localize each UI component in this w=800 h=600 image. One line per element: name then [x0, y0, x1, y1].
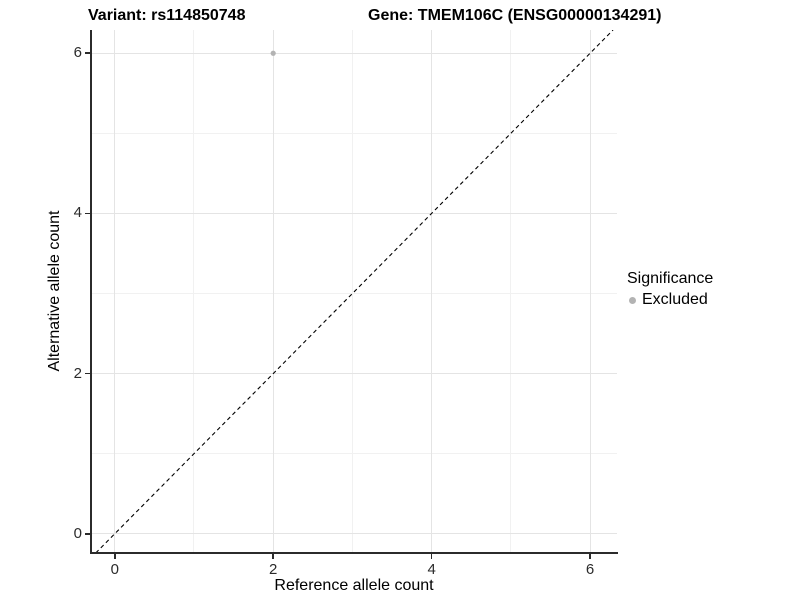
- x-tick-label: 4: [427, 561, 436, 578]
- y-tick-label: 4: [73, 204, 82, 222]
- y-tick-mark: [85, 532, 90, 535]
- y-tick-mark: [85, 372, 90, 375]
- y-tick-mark: [85, 52, 90, 55]
- x-minor-gridline: [510, 30, 512, 553]
- y-axis-title: Alternative allele count: [46, 210, 63, 372]
- y-tick-label: 2: [73, 364, 82, 382]
- legend: Significance Excluded: [627, 270, 713, 309]
- y-minor-gridline: [91, 293, 617, 294]
- legend-item-label: Excluded: [642, 291, 708, 308]
- x-tick-mark: [589, 554, 591, 559]
- x-minor-gridline: [193, 30, 195, 553]
- x-major-gridline: [114, 30, 116, 553]
- x-tick-label: 0: [110, 561, 119, 578]
- y-major-gridline: [91, 212, 617, 214]
- y-axis-line: [90, 30, 92, 554]
- variant-title: Variant: rs114850748: [88, 7, 246, 24]
- x-tick-mark: [113, 554, 116, 559]
- y-minor-gridline: [91, 453, 617, 455]
- x-major-gridline: [431, 30, 433, 553]
- y-major-gridline: [91, 533, 617, 535]
- legend-title: Significance: [627, 270, 714, 287]
- y-major-gridline: [91, 373, 617, 375]
- x-axis-title: Reference allele count: [274, 577, 434, 594]
- x-axis-line: [90, 552, 618, 554]
- x-tick-label: 6: [585, 561, 595, 578]
- x-major-gridline: [589, 30, 591, 553]
- x-tick-mark: [272, 554, 274, 559]
- legend-item-excluded: Excluded: [627, 291, 713, 309]
- x-minor-gridline: [351, 30, 353, 553]
- identity-reference-line: [95, 30, 614, 553]
- gene-title: Gene: TMEM106C (ENSG00000134291): [368, 7, 662, 24]
- y-minor-gridline: [91, 132, 617, 134]
- legend-key-dot: [629, 296, 636, 304]
- geom-layer: [95, 30, 614, 553]
- data-point: [270, 50, 276, 56]
- y-major-gridline: [91, 52, 617, 54]
- x-tick-label: 2: [269, 561, 278, 578]
- x-tick-mark: [430, 554, 433, 559]
- y-tick-label: 6: [73, 44, 82, 62]
- y-tick-label: 0: [73, 524, 82, 542]
- y-tick-mark: [85, 212, 90, 215]
- x-major-gridline: [272, 30, 274, 553]
